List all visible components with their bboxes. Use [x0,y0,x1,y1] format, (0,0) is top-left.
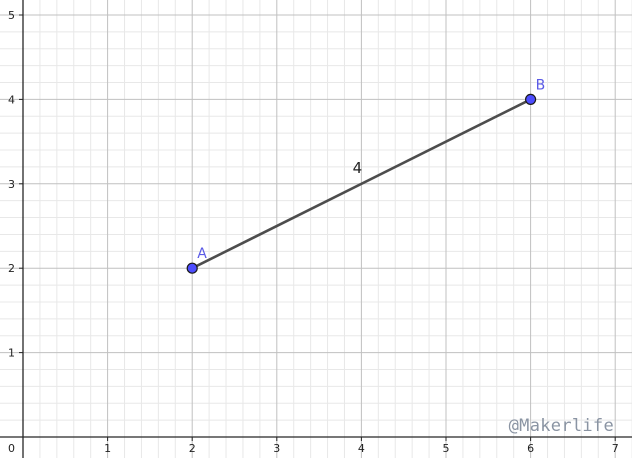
x-tick-label: 5 [443,442,450,455]
point-label-a: A [197,246,207,262]
x-tick-label: 1 [104,442,111,455]
y-tick-label: 1 [8,347,15,360]
segments: 4 [190,98,532,270]
y-tick-label: 3 [8,178,15,191]
point-b[interactable] [524,93,537,106]
tick-labels: 1 2 3 4 5 6 7 1 2 3 4 5 0 [8,9,619,455]
x-tick-label: 7 [612,442,619,455]
x-tick-label: 2 [189,442,196,455]
points: AB [186,77,546,274]
watermark: @Makerlife [508,416,614,436]
y-tick-label: 5 [8,9,15,22]
y-tick-label: 2 [8,262,15,275]
x-tick-label: 6 [527,442,534,455]
x-tick-label: 3 [273,442,280,455]
point-label-b: B [536,77,546,93]
x-tick-label: 4 [358,442,365,455]
segment-length-label: 4 [353,159,363,177]
origin-label: 0 [8,442,15,455]
y-tick-label: 4 [8,93,15,106]
segment-ab[interactable] [190,98,532,270]
point-a[interactable] [186,262,198,274]
